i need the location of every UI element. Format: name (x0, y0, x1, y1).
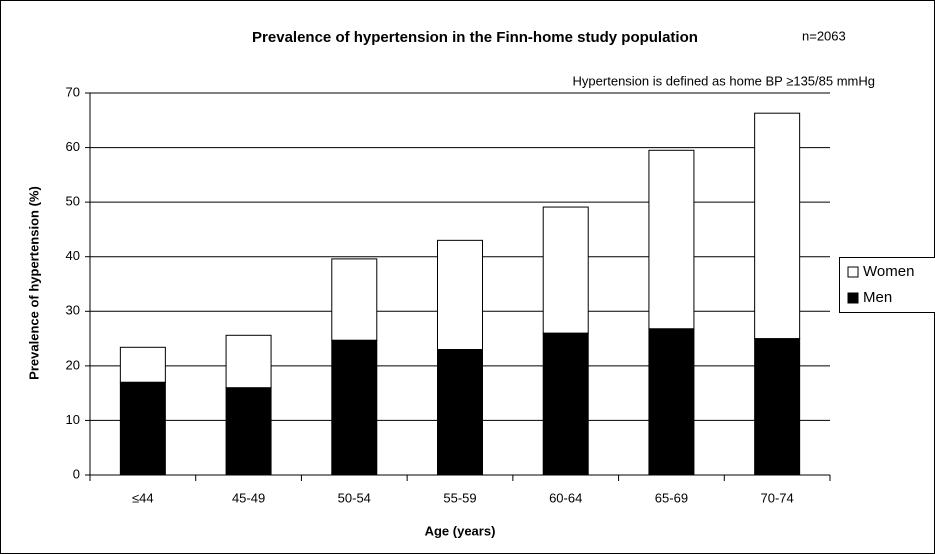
bar-segment (754, 112, 801, 340)
y-tick-label: 30 (66, 303, 80, 318)
legend-swatch (847, 292, 859, 304)
x-tick-label: 65-69 (655, 490, 688, 505)
x-tick-label: ≤44 (132, 490, 154, 505)
x-tick-label: 45-49 (232, 490, 265, 505)
bar-segment (437, 239, 483, 350)
y-tick-label: 60 (66, 139, 80, 154)
bar-segment (225, 387, 272, 476)
bar-segment (225, 334, 272, 389)
annotation: n=2063 (802, 28, 846, 43)
x-axis-title: Age (years) (425, 523, 496, 538)
bar-segment (437, 348, 483, 476)
legend-label: Women (863, 263, 914, 280)
x-tick-label: 70-74 (761, 490, 794, 505)
y-tick-label: 10 (66, 412, 80, 427)
bar-segment (754, 338, 801, 476)
annotation: Hypertension is defined as home BP ≥135/… (573, 73, 875, 88)
y-axis-title: Prevalence of hypertension (%) (26, 186, 41, 380)
y-tick-label: 20 (66, 357, 80, 372)
bar-segment (331, 339, 378, 476)
bar-segment (331, 258, 378, 341)
y-tick-label: 50 (66, 194, 80, 209)
bar-segment (119, 346, 166, 383)
y-tick-label: 0 (73, 466, 80, 481)
bar-segment (648, 328, 695, 476)
legend-swatch (847, 266, 859, 278)
bar-segment (119, 381, 166, 476)
x-tick-label: 55-59 (443, 490, 476, 505)
y-tick-label: 70 (66, 84, 80, 99)
legend-label: Men (863, 289, 892, 306)
bar-segment (648, 149, 695, 330)
bar-segment (542, 332, 589, 476)
bar-segment (542, 206, 589, 334)
x-tick-label: 50-54 (338, 490, 371, 505)
chart-title: Prevalence of hypertension in the Finn-h… (252, 29, 698, 46)
x-tick-label: 60-64 (549, 490, 582, 505)
y-tick-label: 40 (66, 248, 80, 263)
